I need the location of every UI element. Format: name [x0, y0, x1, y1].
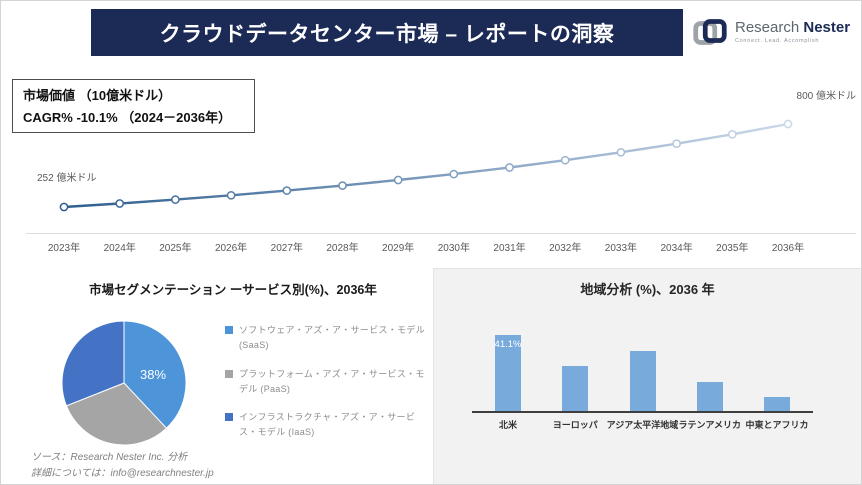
regional-title: 地域分析 (%)、2036 年 — [580, 282, 715, 297]
region-bar — [629, 350, 656, 411]
pie-slice — [61, 320, 125, 407]
region-bar-label: ラテンアメリカ — [678, 420, 742, 430]
pie-slice-value-label: 38% — [139, 367, 167, 382]
trend-markers — [59, 119, 793, 212]
contact-line: 詳細については：info@researchnester.jp — [31, 467, 214, 479]
trend-data-point — [282, 186, 292, 195]
trend-data-point — [672, 139, 681, 149]
segmentation-pie-chart — [61, 320, 187, 446]
year-label: 2029年 — [382, 243, 415, 254]
year-label: 2027年 — [270, 243, 303, 254]
year-label: 2035年 — [716, 243, 749, 254]
region-bar — [696, 381, 723, 411]
trend-data-point — [449, 169, 459, 179]
trend-data-point — [115, 199, 125, 208]
bar-value-label: 41.1% — [494, 339, 522, 350]
trend-data-point — [338, 181, 347, 190]
trend-year-axis-labels: 2023年 2024年 2025年 2026年 2027年 2028年 2029年 2030年… — [1, 239, 861, 255]
year-label: 2032年 — [549, 243, 582, 254]
trend-data-point — [727, 129, 737, 139]
region-bar-label: アジア太平洋地域 — [606, 420, 679, 430]
year-label: 2036年 — [771, 243, 805, 254]
trend-data-point — [59, 202, 69, 212]
trend-data-point — [393, 175, 403, 185]
page-title: クラウドデータセンター市場 – レポートの洞察 — [159, 22, 615, 46]
trend-data-point — [171, 195, 180, 204]
trend-end-value-label: 800 億米ドル — [796, 91, 856, 102]
trend-line — [63, 122, 789, 209]
year-label: 2025年 — [159, 243, 192, 254]
logo-tagline: Connect. Lead. Accomplish — [735, 38, 820, 45]
research-nester-logo: Research Nester Connect. Lead. Accomplis… — [691, 10, 859, 54]
region-bar — [764, 397, 790, 411]
legend-item-iaas: インフラストラクチャ・アズ・ア・サービス・モデル (IaaS) — [225, 410, 425, 441]
region-bar-label: ヨーロッパ — [552, 420, 598, 430]
trend-x-axis-line — [26, 233, 856, 234]
trend-data-point — [505, 163, 514, 172]
source-line: ソース：Research Nester Inc. 分析 — [31, 452, 188, 463]
market-value-line: 市場価値 （10億米ドル） — [23, 88, 172, 103]
trend-data-point — [616, 147, 626, 157]
region-bar-label: 中東とアフリカ — [745, 420, 809, 430]
pie-slice — [123, 320, 187, 429]
year-label: 2026年 — [214, 243, 248, 254]
legend-item-saas: ソフトウェア・アズ・ア・サービス・モデル (SaaS) — [225, 323, 425, 354]
year-label: 2024年 — [103, 243, 136, 254]
regional-analysis-panel: 地域分析 (%)、2036 年 北米 ヨーロッパ アジア太平洋地域 ラテンアメリカ 中東… — [433, 268, 861, 484]
legend-swatch-paas — [225, 369, 233, 378]
bar-x-axis-line — [472, 411, 813, 413]
region-bar — [495, 335, 521, 411]
logo-mark-icon — [693, 19, 727, 45]
legend-swatch-iaas — [225, 413, 233, 422]
trend-data-point — [783, 119, 793, 129]
cagr-line: CAGR% -10.1% （2024－2036年） — [23, 110, 232, 126]
pie-legend: ソフトウェア・アズ・ア・サービス・モデル (SaaS) プラットフォーム・アズ・… — [225, 323, 425, 454]
year-label: 2030年 — [437, 243, 470, 254]
year-label: 2023年 — [47, 243, 81, 254]
year-label: 2031年 — [493, 243, 526, 254]
footer-source-note: ソース：Research Nester Inc. 分析 詳細については：info… — [31, 450, 214, 481]
year-label: 2034年 — [660, 243, 693, 254]
region-bar — [562, 365, 589, 411]
segmentation-title: 市場セグメンテーション ーサービス別(%)、2036年 — [89, 283, 377, 297]
pie-slice — [65, 382, 168, 446]
market-value-info-box: 市場価値 （10億米ドル） CAGR% -10.1% （2024－2036年） — [12, 79, 255, 133]
market-trend-line-chart — [59, 119, 793, 212]
year-label: 2033年 — [604, 243, 638, 254]
year-label: 2028年 — [326, 243, 359, 254]
legend-swatch-saas — [225, 326, 233, 334]
logo-brand-name: Research Nester — [735, 18, 851, 36]
report-title-bar: クラウドデータセンター市場 – レポートの洞察 — [91, 9, 683, 56]
trend-data-point — [226, 190, 236, 200]
region-bar-label: 北米 — [498, 420, 517, 430]
trend-start-value-label: 252 億米ドル — [37, 173, 97, 184]
trend-data-point — [560, 155, 570, 165]
segmentation-section: 市場セグメンテーション ーサービス別(%)、2036年 38% ソフトウェア・ア… — [2, 266, 432, 484]
legend-item-paas: プラットフォーム・アズ・ア・サービス・モデル (PaaS) — [225, 367, 425, 398]
